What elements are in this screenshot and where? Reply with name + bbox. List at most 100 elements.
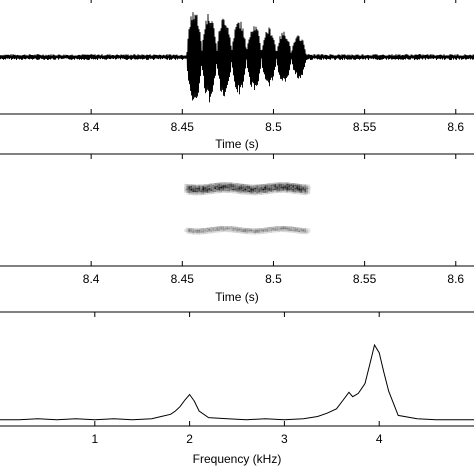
spectrogram-band-1-cell — [236, 184, 239, 187]
spectrogram-band-1-cell — [302, 187, 305, 189]
spectrogram-band-1-cell — [280, 189, 283, 192]
spectrogram-band-1-cell — [224, 186, 227, 189]
spectrogram-band-1-cell — [300, 193, 303, 195]
spectrogram-band-1-cell — [242, 192, 245, 195]
spectrogram-band-2-cell — [188, 232, 191, 234]
spectrogram-band-1-cell — [244, 185, 247, 188]
spectrogram-band-1-cell — [260, 184, 263, 186]
spectrogram-band-1-cell — [284, 185, 287, 187]
spectrogram-band-2-cell — [264, 232, 267, 234]
spectrogram-band-1-cell — [242, 183, 245, 186]
spectrogram-band-1-cell — [240, 188, 243, 190]
waveform-tick-label: 8.4 — [83, 120, 100, 134]
spectrogram-band-1-cell — [202, 184, 205, 187]
spectrogram-band-1-cell — [272, 185, 275, 188]
spectrogram-band-2-cell — [240, 230, 243, 232]
spectrum-tick-label: 2 — [186, 432, 193, 446]
spectrogram-band-2-cell — [260, 232, 263, 235]
spectrogram-band-2-cell — [294, 227, 297, 229]
spectrogram-band-1-cell — [220, 185, 223, 187]
spectrogram-band-1-cell — [272, 184, 275, 186]
spectrogram-band-2-cell — [270, 228, 273, 230]
spectrogram-band-2-cell — [206, 232, 209, 234]
spectrogram-band-2-cell — [192, 232, 195, 235]
spectrogram-band-2-cell — [278, 229, 281, 231]
spectrogram-band-1-cell — [214, 189, 217, 191]
spectrogram-band-1-cell — [252, 187, 255, 190]
spectrogram-band-1-cell — [212, 192, 215, 194]
spectrogram-band-2-cell — [242, 232, 245, 234]
spectrogram-band-2-cell — [300, 227, 303, 230]
spectrogram-band-2-cell — [238, 228, 241, 231]
spectrogram-band-1-cell — [244, 190, 247, 192]
spectrogram-band-1-cell — [298, 192, 301, 195]
spectrogram-band-1-cell — [300, 191, 303, 194]
waveform-tick-label: 8.5 — [265, 120, 282, 134]
spectrogram-tick-label: 8.45 — [171, 272, 195, 286]
spectrogram-band-1-cell — [220, 186, 223, 189]
spectrogram-band-2-cell — [258, 232, 261, 235]
spectrogram-band-1-cell — [260, 185, 263, 188]
spectrogram-tick-label: 8.5 — [265, 272, 282, 286]
spectrogram-band-2-cell — [230, 226, 233, 228]
spectrogram-band-1-cell — [246, 193, 249, 195]
spectrogram-band-1-cell — [192, 186, 195, 188]
spectrogram-band-1-cell — [222, 188, 225, 190]
spectrogram-band-2-cell — [308, 231, 311, 233]
spectrogram-band-1-cell — [214, 187, 217, 190]
spectrogram-band-2-cell — [188, 227, 191, 230]
spectrogram-band-2-cell — [230, 227, 233, 230]
spectrogram-band-1-cell — [300, 185, 303, 188]
spectrogram-band-1-cell — [268, 189, 271, 191]
spectrogram-band-1-cell — [252, 192, 255, 194]
spectrogram-band-1-cell — [300, 187, 303, 189]
spectrogram-band-1-cell — [242, 191, 245, 193]
spectrogram-band-2-cell — [290, 228, 293, 230]
spectrogram-band-1-cell — [302, 188, 305, 191]
spectrogram-band-1-cell — [276, 188, 279, 191]
spectrogram-band-1-cell — [304, 190, 307, 193]
spectrogram-band-1-cell — [206, 187, 209, 189]
spectrogram-band-1-cell — [224, 191, 227, 193]
spectrogram-band-2-cell — [260, 231, 263, 233]
spectrogram-band-1-cell — [184, 186, 187, 189]
spectrogram-band-1-cell — [234, 187, 237, 189]
spectrogram-band-1-cell — [296, 183, 299, 186]
spectrogram-band-1-cell — [272, 188, 275, 191]
waveform-trace — [0, 12, 474, 103]
spectrogram-band-2-cell — [262, 227, 265, 230]
spectrogram-band-1-cell — [284, 189, 287, 192]
spectrogram-band-1-cell — [240, 185, 243, 187]
spectrogram-band-1-cell — [262, 184, 265, 186]
spectrogram-band-1-cell — [192, 189, 195, 191]
spectrogram-band-1-cell — [238, 187, 241, 190]
spectrogram-band-1-cell — [276, 185, 279, 188]
spectrogram-band-1-cell — [194, 186, 197, 188]
spectrogram-band-1-cell — [270, 190, 273, 193]
spectrogram-band-1-cell — [296, 186, 299, 189]
spectrogram-band-1-cell — [286, 188, 289, 191]
spectrogram-band-2-cell — [258, 229, 261, 232]
spectrogram-band-1-cell — [270, 184, 273, 187]
spectrogram-band-2-cell — [202, 231, 205, 233]
spectrogram-band-1-cell — [302, 191, 305, 194]
spectrogram-band-1-cell — [204, 190, 207, 192]
spectrogram-band-2-cell — [276, 227, 279, 230]
spectrogram-band-1-cell — [250, 193, 253, 196]
spectrogram-band-2-cell — [208, 232, 211, 234]
spectrogram-band-2-cell — [262, 229, 265, 231]
spectrogram-band-2-cell — [282, 229, 285, 231]
spectrogram-band-2-cell — [306, 228, 309, 230]
spectrogram-band-2-cell — [204, 229, 207, 232]
spectrogram-band-1-cell — [290, 187, 293, 189]
spectrogram-band-1-cell — [226, 191, 229, 193]
spectrogram-band-1-cell — [264, 192, 267, 195]
spectrogram-band-1-cell — [222, 189, 225, 192]
spectrum-panel: 1 2 3 4 Frequency (kHz) — [0, 311, 474, 466]
spectrogram-band-2-cell — [298, 230, 301, 233]
spectrogram-band-1-cell — [282, 185, 285, 187]
spectrogram-band-2-cell — [192, 229, 195, 232]
spectrogram-band-2-cell — [248, 231, 251, 233]
spectrogram-band-1-cell — [274, 191, 277, 194]
spectrogram-band-2-cell — [294, 231, 297, 234]
